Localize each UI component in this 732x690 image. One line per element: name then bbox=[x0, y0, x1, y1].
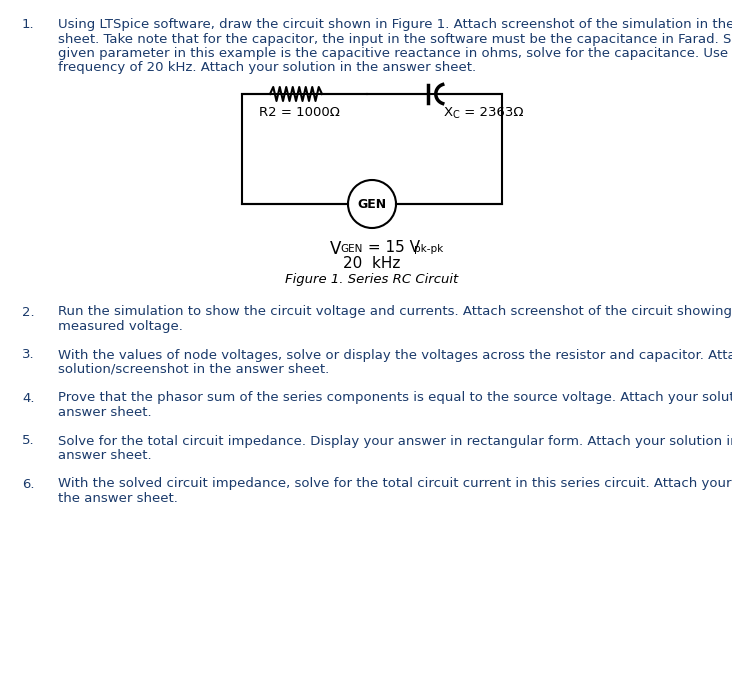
Text: GEN: GEN bbox=[357, 197, 386, 210]
Text: Figure 1. Series RC Circuit: Figure 1. Series RC Circuit bbox=[285, 273, 459, 286]
Text: = 15 V: = 15 V bbox=[363, 240, 420, 255]
Text: given parameter in this example is the capacitive reactance in ohms, solve for t: given parameter in this example is the c… bbox=[58, 47, 732, 60]
Text: frequency of 20 kHz. Attach your solution in the answer sheet.: frequency of 20 kHz. Attach your solutio… bbox=[58, 61, 476, 75]
Text: Run the simulation to show the circuit voltage and currents. Attach screenshot o: Run the simulation to show the circuit v… bbox=[58, 306, 732, 319]
Text: solution/screenshot in the answer sheet.: solution/screenshot in the answer sheet. bbox=[58, 363, 329, 376]
Text: 5.: 5. bbox=[22, 435, 34, 448]
Text: the answer sheet.: the answer sheet. bbox=[58, 492, 178, 505]
Text: answer sheet.: answer sheet. bbox=[58, 406, 152, 419]
Text: 4.: 4. bbox=[22, 391, 34, 404]
Text: GEN: GEN bbox=[340, 244, 362, 254]
Text: 1.: 1. bbox=[22, 18, 34, 31]
Text: With the solved circuit impedance, solve for the total circuit current in this s: With the solved circuit impedance, solve… bbox=[58, 477, 732, 491]
Text: answer sheet.: answer sheet. bbox=[58, 449, 152, 462]
Bar bbox=[242, 94, 502, 204]
Text: 6.: 6. bbox=[22, 477, 34, 491]
Text: pk-pk: pk-pk bbox=[414, 244, 444, 254]
Text: 2.: 2. bbox=[22, 306, 34, 319]
Text: R2 = 1000Ω: R2 = 1000Ω bbox=[259, 106, 340, 119]
Text: measured voltage.: measured voltage. bbox=[58, 320, 183, 333]
Text: Prove that the phasor sum of the series components is equal to the source voltag: Prove that the phasor sum of the series … bbox=[58, 391, 732, 404]
Text: C: C bbox=[453, 110, 460, 120]
Text: X: X bbox=[444, 106, 453, 119]
Text: Solve for the total circuit impedance. Display your answer in rectangular form. : Solve for the total circuit impedance. D… bbox=[58, 435, 732, 448]
Text: V: V bbox=[330, 240, 341, 258]
Text: 3.: 3. bbox=[22, 348, 34, 362]
Text: 20  kHz: 20 kHz bbox=[343, 257, 400, 271]
Text: = 2363Ω: = 2363Ω bbox=[460, 106, 523, 119]
Text: With the values of node voltages, solve or display the voltages across the resis: With the values of node voltages, solve … bbox=[58, 348, 732, 362]
Circle shape bbox=[348, 180, 396, 228]
Text: Using LTSpice software, draw the circuit shown in Figure 1. Attach screenshot of: Using LTSpice software, draw the circuit… bbox=[58, 18, 732, 31]
Text: sheet. Take note that for the capacitor, the input in the software must be the c: sheet. Take note that for the capacitor,… bbox=[58, 32, 732, 46]
